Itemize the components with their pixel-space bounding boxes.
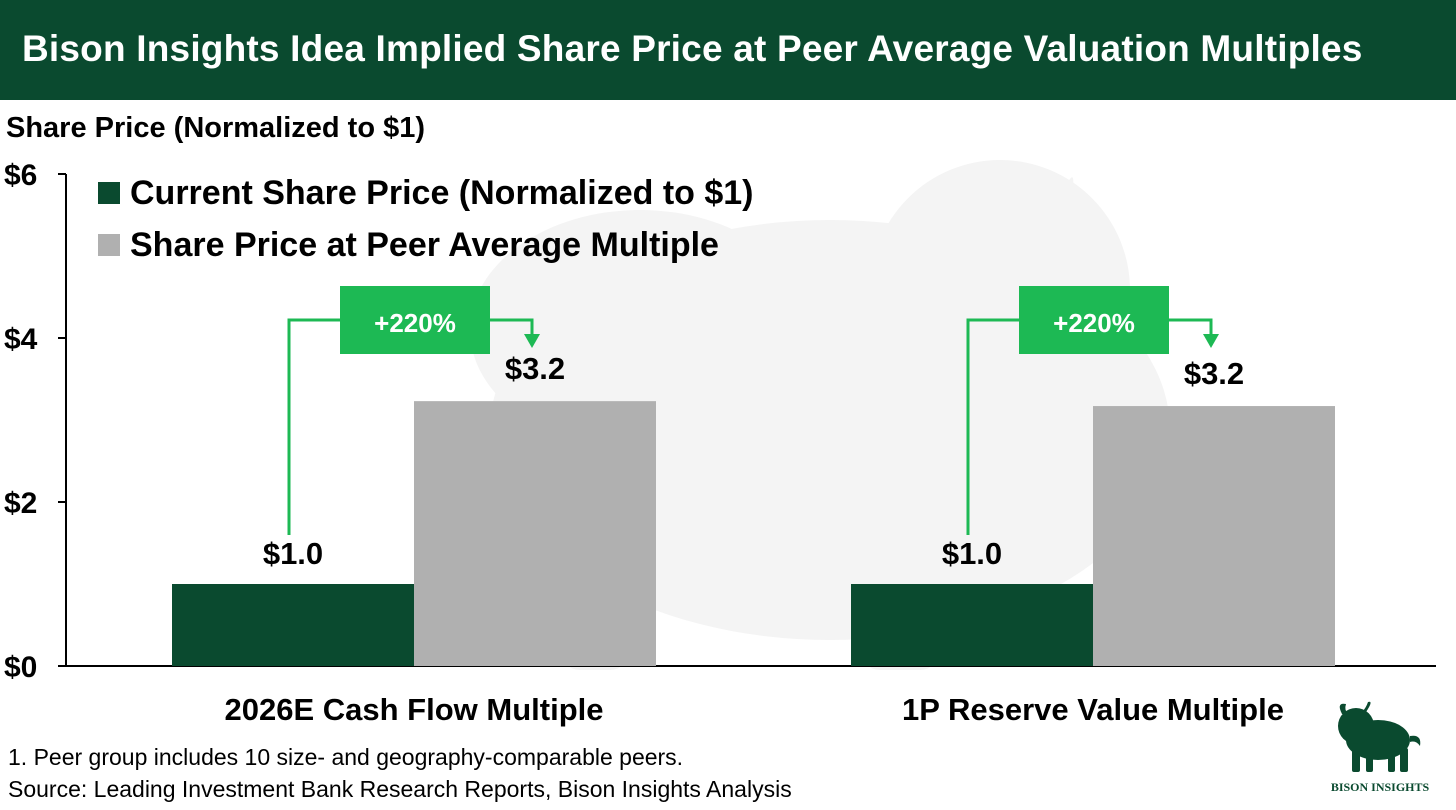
arrow-head-icon [1203,334,1219,348]
y-tick-label: $0 [4,651,37,684]
y-tick-label: $4 [4,323,38,356]
growth-badge [340,286,490,354]
logo-text: BISON INSIGHTS [1330,780,1430,794]
bar-value-label: $3.2 [1184,356,1244,391]
growth-badge [1019,286,1169,354]
chart-title: Bison Insights Idea Implied Share Price … [22,28,1363,69]
legend-swatch [98,182,120,204]
growth-badge-label: +220% [1053,308,1135,338]
bar-peer [1093,406,1335,666]
bar-peer [414,401,656,666]
title-banner: Bison Insights Idea Implied Share Price … [0,0,1456,100]
legend-label: Share Price at Peer Average Multiple [130,226,719,264]
bar-chart: $0 $2 $4 $6 $1.0 $3.2 2026E Cash Flow Multipl… [4,159,1436,727]
bar-current [172,584,414,666]
bar-value-label: $1.0 [263,536,323,571]
y-tick-label: $6 [4,159,37,192]
x-category-label: 1P Reserve Value Multiple [902,692,1284,727]
footnote-source: Source: Leading Investment Bank Research… [8,776,792,802]
bison-logo-icon [1338,701,1421,772]
bar-value-label: $1.0 [942,536,1002,571]
y-tick-label: $2 [4,487,37,520]
legend-label: Current Share Price (Normalized to $1) [130,174,754,212]
y-axis-title: Share Price (Normalized to $1) [6,112,426,144]
x-category-label: 2026E Cash Flow Multiple [225,692,604,727]
footnote-peer-group: 1. Peer group includes 10 size- and geog… [8,744,684,770]
arrow-head-icon [524,334,540,348]
bison-watermark-icon [470,160,1170,670]
bar-current [851,584,1093,666]
bison-insights-logo: BISON INSIGHTS [1330,690,1430,800]
growth-badge-label: +220% [374,308,456,338]
legend-swatch [98,234,120,256]
bar-value-label: $3.2 [505,351,565,386]
